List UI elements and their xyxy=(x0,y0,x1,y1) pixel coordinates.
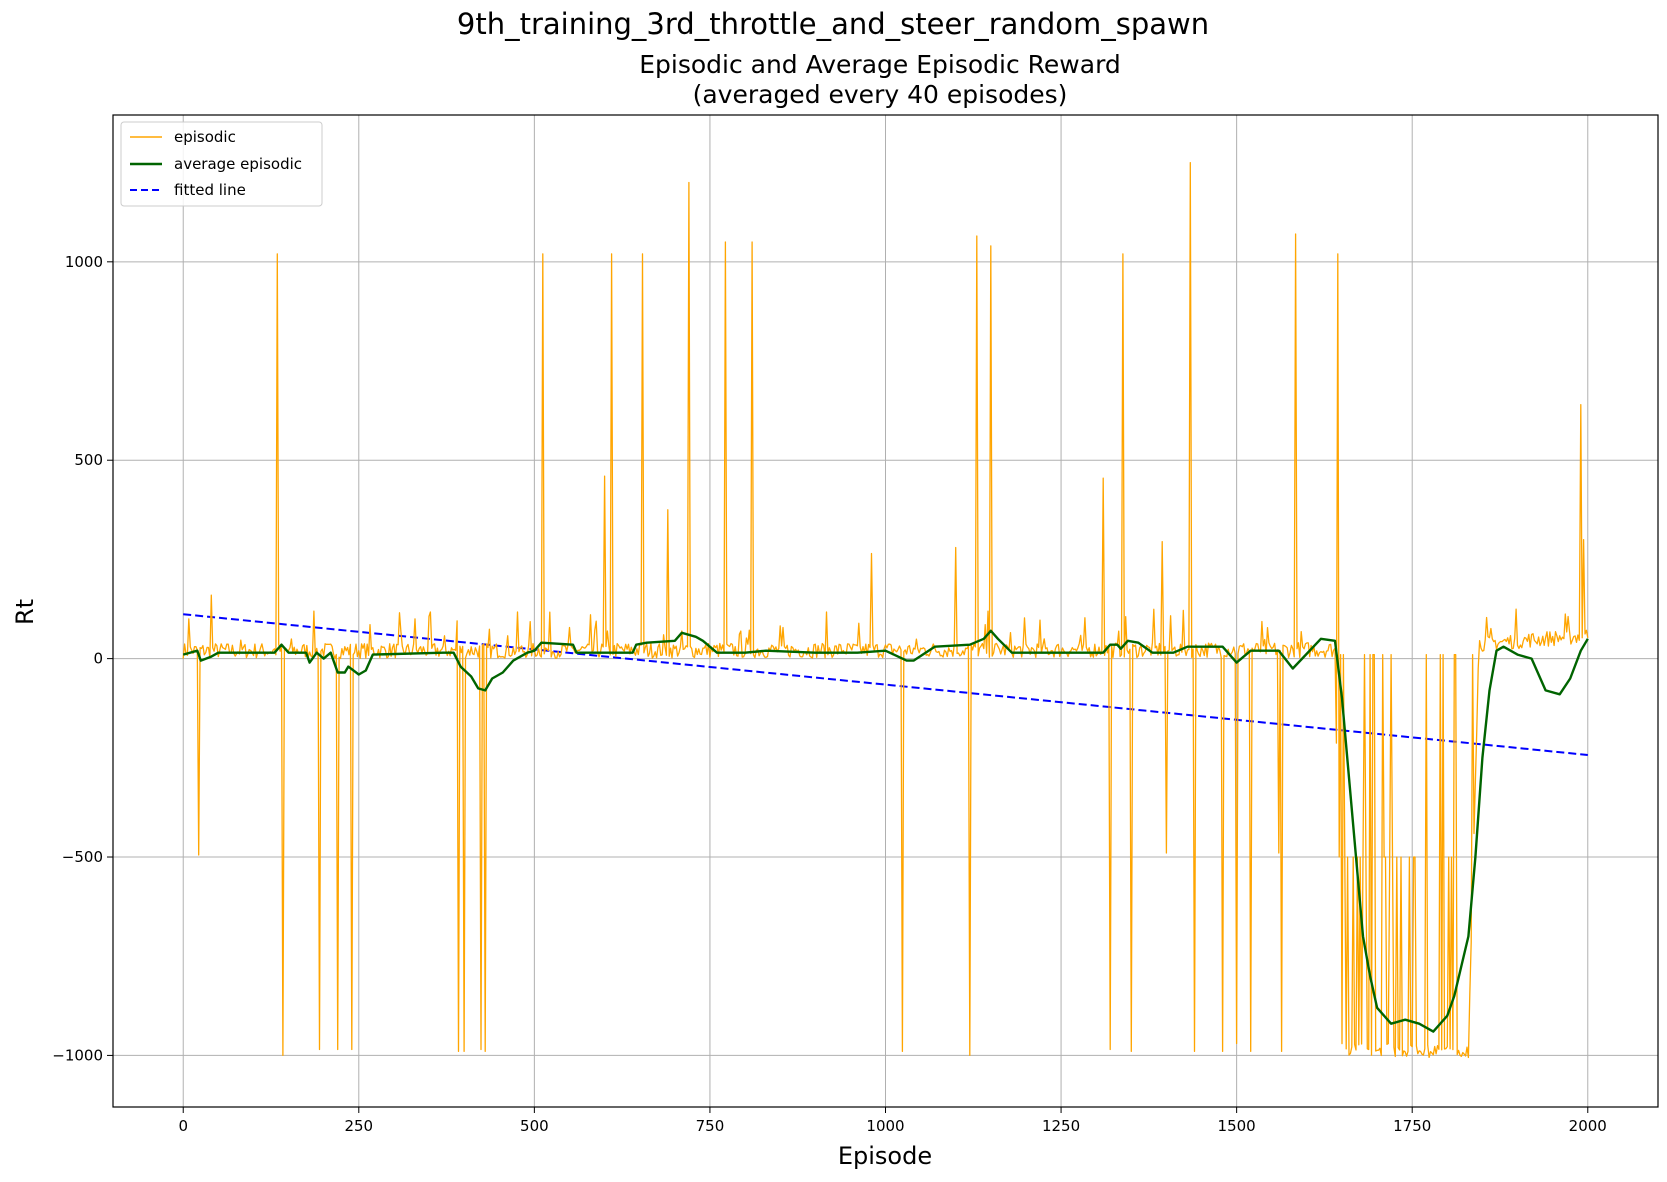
x-axis-ticks: 0 250 500 750 1000 1250 1500 1750 2000 xyxy=(178,1107,1607,1135)
x-tick-label: 2000 xyxy=(1569,1117,1607,1135)
x-axis-label: Episode xyxy=(838,1142,932,1170)
x-tick-label: 1250 xyxy=(1042,1117,1080,1135)
x-tick-label: 750 xyxy=(696,1117,725,1135)
average-series-layer xyxy=(182,629,1589,1033)
y-tick-label: 0 xyxy=(93,650,103,668)
x-tick-label: 1750 xyxy=(1393,1117,1431,1135)
chart-title-line2: (averaged every 40 episodes) xyxy=(693,80,1068,109)
series-line-average-episodic xyxy=(182,629,1589,1033)
legend: episodic average episodic fitted line xyxy=(120,121,323,207)
y-tick-label: −500 xyxy=(62,848,103,866)
series-line-fitted-line xyxy=(183,613,1588,756)
legend-label-episodic: episodic xyxy=(174,128,236,146)
chart-title-line1: Episodic and Average Episodic Reward xyxy=(639,50,1121,79)
x-tick-label: 1500 xyxy=(1218,1117,1256,1135)
episodic-series-layer xyxy=(182,161,1589,1059)
x-tick-label: 1000 xyxy=(866,1117,904,1135)
legend-box xyxy=(120,121,323,207)
x-tick-label: 0 xyxy=(178,1117,188,1135)
y-tick-label: −1000 xyxy=(52,1046,103,1064)
legend-label-average-episodic: average episodic xyxy=(174,155,302,173)
x-tick-label: 250 xyxy=(344,1117,373,1135)
series-line-episodic xyxy=(182,161,1589,1059)
y-axis-label: Rt xyxy=(11,599,39,625)
y-tick-label: 1000 xyxy=(65,253,103,271)
figure-suptitle: 9th_training_3rd_throttle_and_steer_rand… xyxy=(457,7,1209,41)
legend-label-fitted-line: fitted line xyxy=(174,181,246,199)
y-tick-label: 500 xyxy=(74,451,103,469)
fitted-line-layer xyxy=(183,613,1588,756)
grid xyxy=(113,115,1658,1107)
y-axis-ticks: −1000 −500 0 500 1000 xyxy=(52,253,113,1064)
x-tick-label: 500 xyxy=(520,1117,549,1135)
